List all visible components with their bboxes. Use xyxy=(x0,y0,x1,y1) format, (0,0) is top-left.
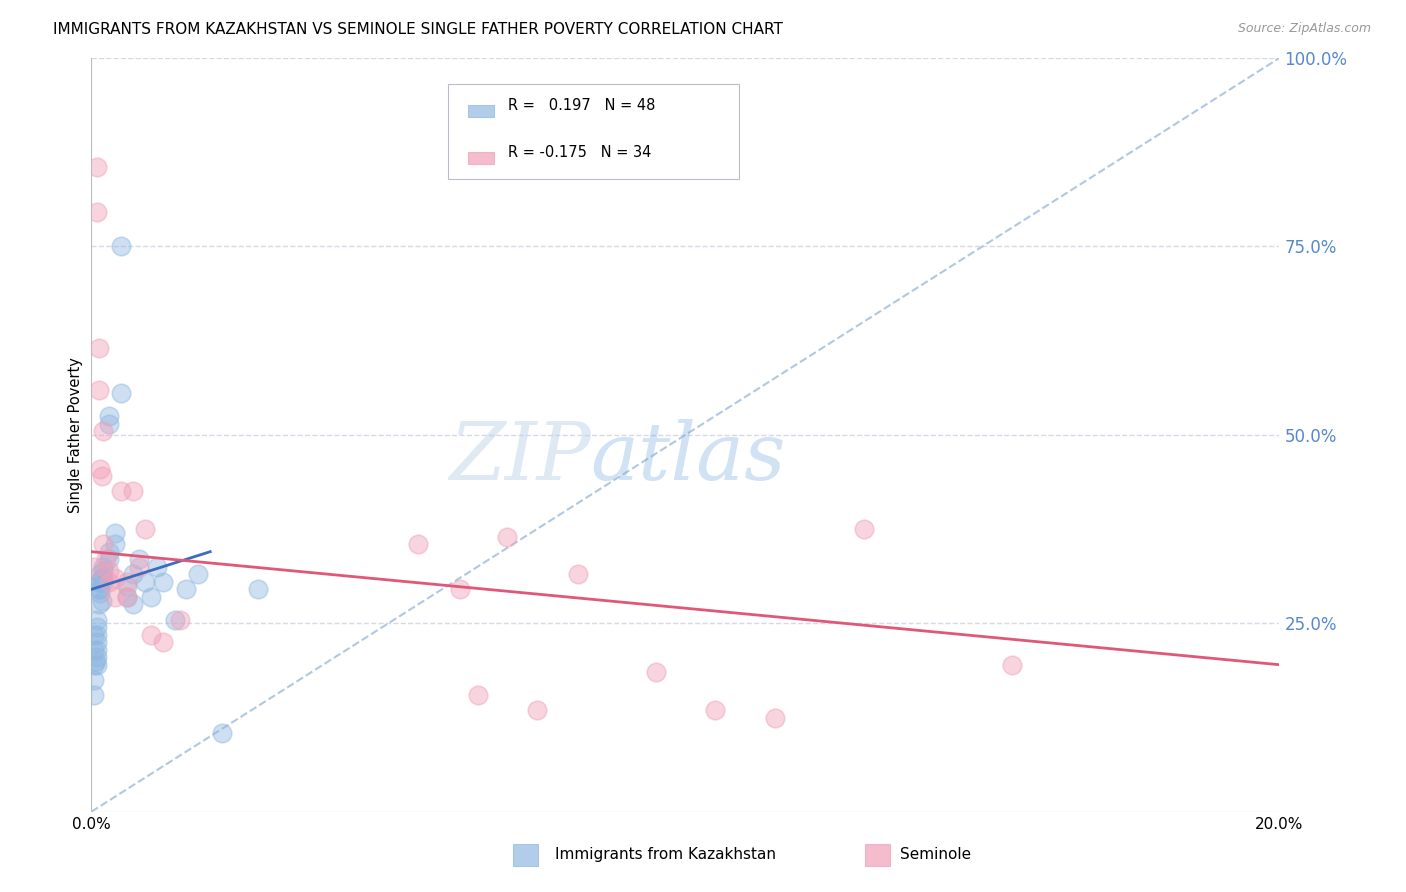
Point xyxy=(852,522,875,536)
Point xyxy=(86,642,108,657)
Point xyxy=(467,688,489,702)
Point xyxy=(1001,657,1024,672)
Point xyxy=(763,710,786,724)
Point xyxy=(91,571,114,585)
Point xyxy=(122,484,145,499)
Point xyxy=(134,574,156,589)
Point xyxy=(104,537,127,551)
Point xyxy=(96,552,118,566)
Point xyxy=(83,688,105,702)
Point xyxy=(152,635,174,649)
Point xyxy=(89,582,111,597)
Point xyxy=(98,544,121,558)
Point xyxy=(91,424,114,438)
Point xyxy=(83,642,105,657)
Point xyxy=(139,590,162,604)
Point xyxy=(83,627,105,641)
Point xyxy=(496,530,519,544)
Point xyxy=(139,627,162,641)
Point xyxy=(86,205,108,219)
Point xyxy=(86,657,108,672)
Point xyxy=(89,567,111,582)
Text: R =   0.197   N = 48: R = 0.197 N = 48 xyxy=(509,98,655,113)
Point xyxy=(211,725,233,739)
Point xyxy=(169,613,191,627)
Point xyxy=(86,161,108,175)
Point xyxy=(86,627,108,641)
Point xyxy=(98,574,121,589)
Point xyxy=(87,574,110,589)
Point xyxy=(449,582,471,597)
Point xyxy=(83,673,105,687)
FancyBboxPatch shape xyxy=(447,85,740,178)
Point xyxy=(89,462,111,476)
Point xyxy=(87,582,110,597)
Point xyxy=(98,409,121,423)
Point xyxy=(91,571,114,585)
Text: atlas: atlas xyxy=(591,418,786,496)
Point xyxy=(526,703,548,717)
Point xyxy=(145,559,167,574)
Point xyxy=(83,559,105,574)
Point xyxy=(98,417,121,431)
Point xyxy=(86,613,108,627)
Point xyxy=(87,598,110,612)
Y-axis label: Single Father Poverty: Single Father Poverty xyxy=(67,357,83,513)
Point xyxy=(163,613,186,627)
Point xyxy=(104,571,127,585)
Point xyxy=(704,703,727,717)
Point xyxy=(91,559,114,574)
Point xyxy=(91,593,114,607)
Text: ZIP: ZIP xyxy=(449,418,591,496)
Point xyxy=(98,564,121,578)
Point xyxy=(87,383,110,397)
Point xyxy=(115,574,138,589)
Point xyxy=(152,574,174,589)
Point xyxy=(104,590,127,604)
Point xyxy=(122,598,145,612)
Point xyxy=(187,567,209,582)
Point xyxy=(176,582,198,597)
Point xyxy=(87,341,110,355)
Point xyxy=(134,522,156,536)
Text: R = -0.175   N = 34: R = -0.175 N = 34 xyxy=(509,145,652,160)
Point xyxy=(91,574,114,589)
Point xyxy=(128,552,150,566)
Point xyxy=(128,559,150,574)
Text: IMMIGRANTS FROM KAZAKHSTAN VS SEMINOLE SINGLE FATHER POVERTY CORRELATION CHART: IMMIGRANTS FROM KAZAKHSTAN VS SEMINOLE S… xyxy=(53,22,783,37)
Point xyxy=(110,239,132,253)
Point xyxy=(115,590,138,604)
Point xyxy=(644,665,666,680)
Point xyxy=(246,582,269,597)
Point xyxy=(567,567,589,582)
Point xyxy=(406,537,429,551)
Point xyxy=(104,525,127,540)
Point xyxy=(115,579,138,593)
Point xyxy=(86,650,108,665)
Point xyxy=(84,654,107,668)
Point xyxy=(86,620,108,634)
Point xyxy=(91,469,114,483)
Text: Immigrants from Kazakhstan: Immigrants from Kazakhstan xyxy=(555,847,776,862)
Point xyxy=(110,484,132,499)
Point xyxy=(83,657,105,672)
Point xyxy=(91,537,114,551)
Point xyxy=(89,586,111,600)
Point xyxy=(115,590,138,604)
Point xyxy=(86,635,108,649)
FancyBboxPatch shape xyxy=(468,105,494,117)
Point xyxy=(89,574,111,589)
Text: Source: ZipAtlas.com: Source: ZipAtlas.com xyxy=(1237,22,1371,36)
Point xyxy=(122,567,145,582)
Text: Seminole: Seminole xyxy=(900,847,972,862)
Point xyxy=(98,552,121,566)
Point xyxy=(91,564,114,578)
FancyBboxPatch shape xyxy=(468,152,494,163)
Point xyxy=(110,386,132,401)
